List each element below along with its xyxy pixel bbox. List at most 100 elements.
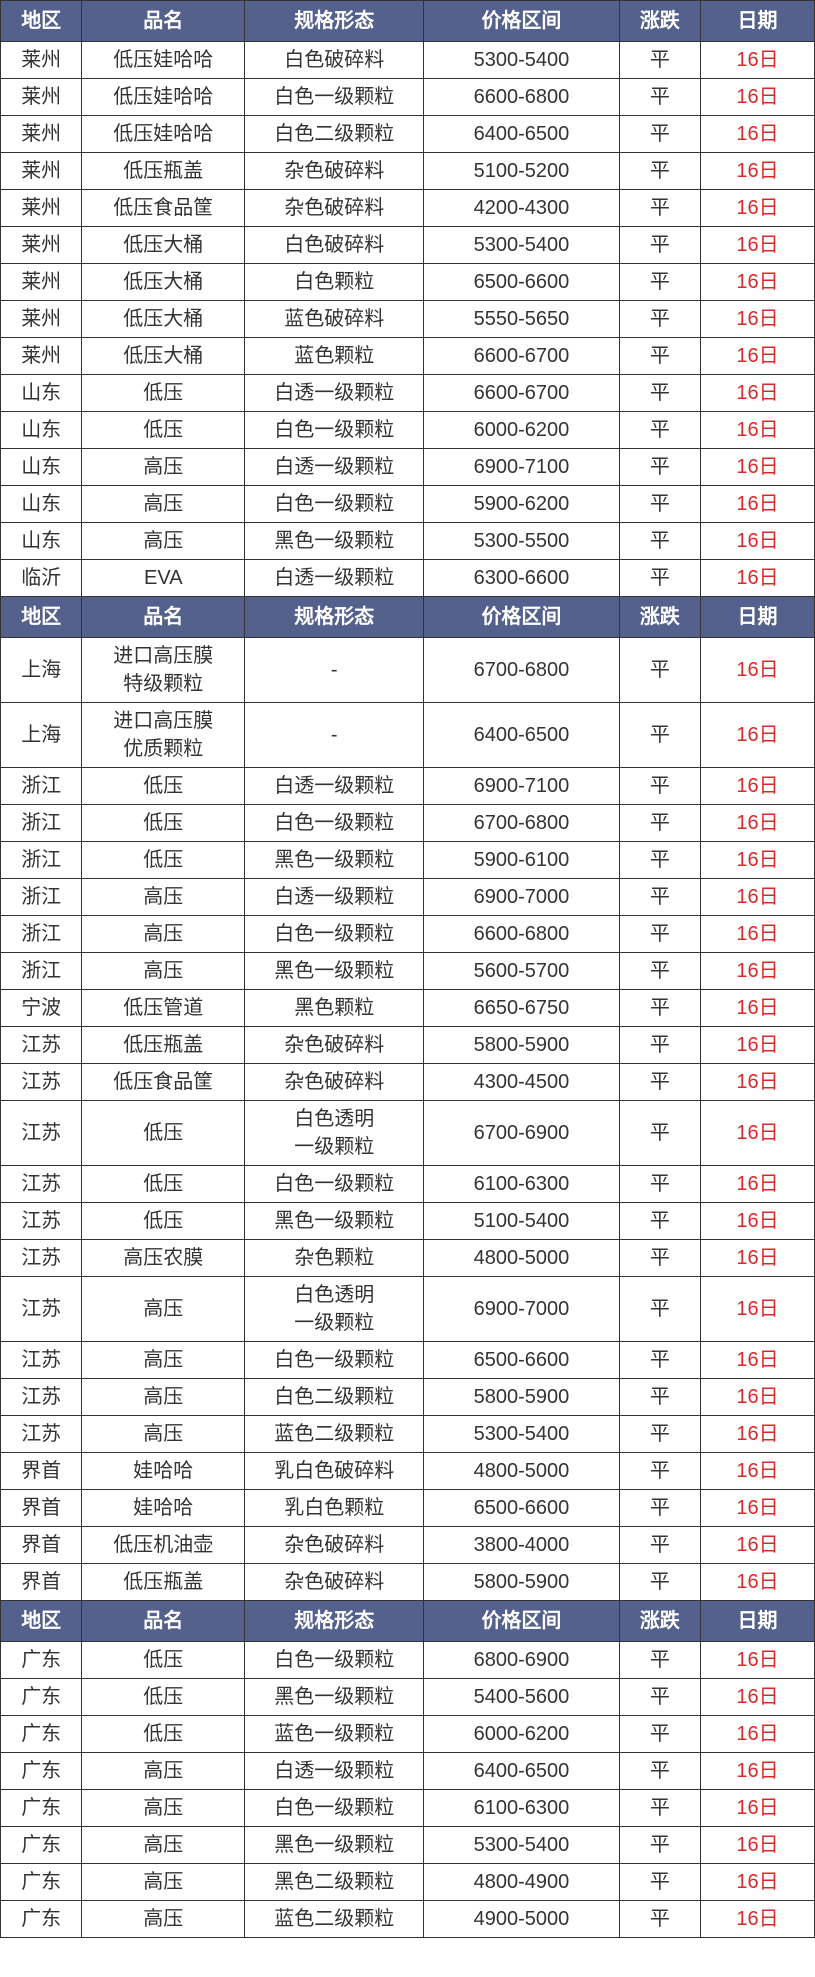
table-cell: 山东: [1, 449, 82, 486]
table-cell: 莱州: [1, 190, 82, 227]
table-cell: 高压: [82, 1864, 245, 1901]
table-cell: 低压大桶: [82, 227, 245, 264]
table-header-cell: 涨跌: [619, 597, 700, 638]
table-cell: 江苏: [1, 1064, 82, 1101]
table-cell: 5300-5400: [424, 227, 619, 264]
table-cell: 16日: [701, 79, 815, 116]
table-cell: 白透一级颗粒: [245, 560, 424, 597]
table-cell: 白色透明一级颗粒: [245, 1101, 424, 1166]
table-cell: 低压: [82, 1642, 245, 1679]
table-cell: 高压农膜: [82, 1240, 245, 1277]
table-cell: 16日: [701, 301, 815, 338]
table-cell: 莱州: [1, 42, 82, 79]
table-cell: 平: [619, 412, 700, 449]
table-cell: 平: [619, 916, 700, 953]
table-cell: 白色一级颗粒: [245, 1790, 424, 1827]
table-cell: 16日: [701, 1864, 815, 1901]
table-cell: 6900-7000: [424, 879, 619, 916]
table-row: 莱州低压大桶白色破碎料5300-5400平16日: [1, 227, 815, 264]
table-row: 界首低压瓶盖杂色破碎料5800-5900平16日: [1, 1564, 815, 1601]
table-cell: 莱州: [1, 79, 82, 116]
table-cell: 平: [619, 1716, 700, 1753]
table-cell: 江苏: [1, 1166, 82, 1203]
table-cell: 16日: [701, 1203, 815, 1240]
table-cell: 16日: [701, 1679, 815, 1716]
table-cell: 16日: [701, 1101, 815, 1166]
table-cell: 浙江: [1, 879, 82, 916]
table-header-cell: 地区: [1, 1, 82, 42]
table-cell: 江苏: [1, 1416, 82, 1453]
table-cell: 6500-6600: [424, 1490, 619, 1527]
table-cell: 平: [619, 1642, 700, 1679]
table-cell: 低压: [82, 842, 245, 879]
table-cell: 16日: [701, 879, 815, 916]
table-header-cell: 日期: [701, 1601, 815, 1642]
table-cell: 6500-6600: [424, 264, 619, 301]
table-cell: 莱州: [1, 227, 82, 264]
table-cell: 白色一级颗粒: [245, 412, 424, 449]
table-row: 上海进口高压膜特级颗粒-6700-6800平16日: [1, 638, 815, 703]
table-header-cell: 地区: [1, 1601, 82, 1642]
table-header-cell: 价格区间: [424, 1601, 619, 1642]
table-cell: 娃哈哈: [82, 1453, 245, 1490]
table-row: 莱州低压娃哈哈白色二级颗粒6400-6500平16日: [1, 116, 815, 153]
table-cell: 16日: [701, 264, 815, 301]
table-cell: 平: [619, 703, 700, 768]
table-cell: 3800-4000: [424, 1527, 619, 1564]
table-cell: 平: [619, 375, 700, 412]
table-cell: 白色破碎料: [245, 42, 424, 79]
table-cell: 16日: [701, 1277, 815, 1342]
table-cell: 界首: [1, 1564, 82, 1601]
table-row: 广东高压黑色一级颗粒5300-5400平16日: [1, 1827, 815, 1864]
table-cell: 白色一级颗粒: [245, 79, 424, 116]
table-cell: 黑色一级颗粒: [245, 953, 424, 990]
table-cell: 16日: [701, 768, 815, 805]
table-cell: 5100-5200: [424, 153, 619, 190]
table-cell: 白透一级颗粒: [245, 879, 424, 916]
table-cell: 平: [619, 1027, 700, 1064]
table-cell: 平: [619, 768, 700, 805]
table-row: 临沂EVA白透一级颗粒6300-6600平16日: [1, 560, 815, 597]
table-cell: 6700-6900: [424, 1101, 619, 1166]
table-cell: 5550-5650: [424, 301, 619, 338]
table-cell: 16日: [701, 1240, 815, 1277]
table-cell: 16日: [701, 1416, 815, 1453]
table-cell: 低压: [82, 412, 245, 449]
table-row: 广东高压白透一级颗粒6400-6500平16日: [1, 1753, 815, 1790]
table-cell: 白色颗粒: [245, 264, 424, 301]
table-cell: 黑色一级颗粒: [245, 523, 424, 560]
table-cell: 16日: [701, 1342, 815, 1379]
table-cell: 白透一级颗粒: [245, 768, 424, 805]
table-cell: 江苏: [1, 1379, 82, 1416]
table-cell: 高压: [82, 1753, 245, 1790]
table-cell: 平: [619, 953, 700, 990]
table-cell: 高压: [82, 1790, 245, 1827]
table-header-cell: 品名: [82, 597, 245, 638]
table-header-cell: 地区: [1, 597, 82, 638]
table-cell: 界首: [1, 1527, 82, 1564]
table-cell: 黑色一级颗粒: [245, 1827, 424, 1864]
table-row: 界首娃哈哈乳白色颗粒6500-6600平16日: [1, 1490, 815, 1527]
table-cell: 界首: [1, 1453, 82, 1490]
table-cell: 6400-6500: [424, 1753, 619, 1790]
table-row: 广东高压白色一级颗粒6100-6300平16日: [1, 1790, 815, 1827]
table-cell: 5800-5900: [424, 1027, 619, 1064]
table-cell: 低压瓶盖: [82, 1564, 245, 1601]
table-cell: 16日: [701, 523, 815, 560]
table-cell: 平: [619, 1064, 700, 1101]
table-cell: 6000-6200: [424, 1716, 619, 1753]
table-row: 界首低压机油壶杂色破碎料3800-4000平16日: [1, 1527, 815, 1564]
table-cell: 平: [619, 1864, 700, 1901]
table-row: 浙江低压白透一级颗粒6900-7100平16日: [1, 768, 815, 805]
table-cell: 6400-6500: [424, 703, 619, 768]
table-cell: 低压机油壶: [82, 1527, 245, 1564]
table-cell: 低压: [82, 1166, 245, 1203]
table-cell: 白色一级颗粒: [245, 916, 424, 953]
table-cell: 高压: [82, 916, 245, 953]
table-cell: 蓝色破碎料: [245, 301, 424, 338]
table-cell: 低压: [82, 1101, 245, 1166]
table-cell: 16日: [701, 560, 815, 597]
table-header-cell: 规格形态: [245, 597, 424, 638]
table-cell: 白透一级颗粒: [245, 449, 424, 486]
table-cell: 低压管道: [82, 990, 245, 1027]
